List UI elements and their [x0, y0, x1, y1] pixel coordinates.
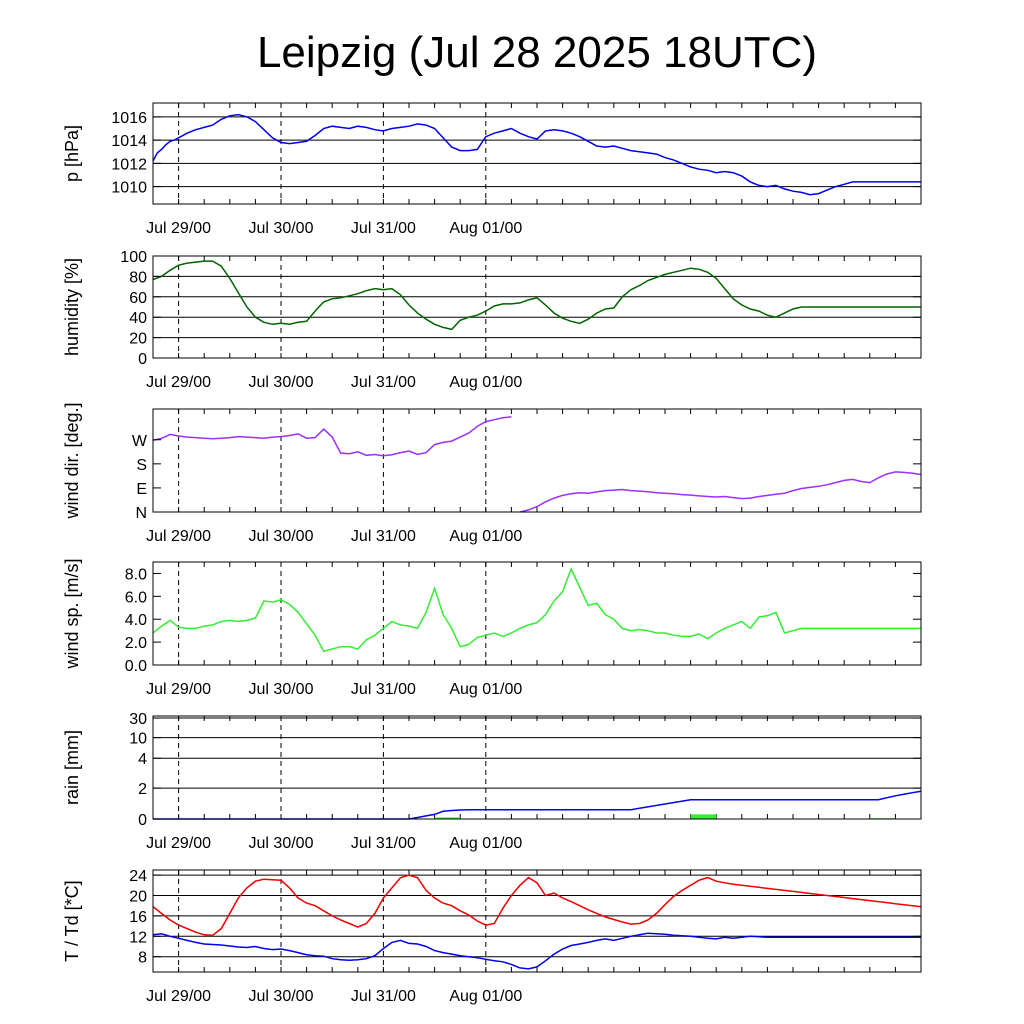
series-line-0: [152, 113, 921, 196]
y-tick-label: N: [135, 505, 147, 522]
panel-5: 8 12 16 20 24 T / Td [*C] Jul 29/00 Jul 30/00 Ju…: [62, 868, 922, 1005]
y-tick-label: 30: [129, 711, 147, 728]
x-tick-label: Jul 29/00: [146, 835, 211, 852]
y-axis-label: rain [mm]: [62, 730, 82, 805]
y-tick-label: 8: [138, 950, 147, 967]
y-axis-label: wind dir. [deg.]: [62, 402, 82, 519]
series-line-0: [152, 416, 512, 457]
y-tick-label: E: [136, 481, 147, 498]
y-tick-label: 60: [129, 290, 147, 307]
y-tick-label: 4: [138, 751, 147, 768]
y-tick-label: 4.0: [125, 612, 147, 629]
x-tick-label: Aug 01/00: [449, 528, 522, 545]
series-line-0: [152, 566, 921, 653]
y-tick-label: 20: [129, 331, 147, 348]
y-tick-label: 8.0: [125, 566, 147, 583]
rain-bar: [434, 817, 461, 819]
x-tick-label: Jul 31/00: [351, 374, 416, 391]
series-line-1: [152, 932, 921, 970]
x-tick-label: Jul 31/00: [351, 220, 416, 237]
series-line-0: [519, 471, 922, 513]
y-axis-label: p [hPa]: [62, 125, 82, 182]
series-line-0: [153, 790, 922, 820]
series-line-0: [152, 874, 922, 937]
x-tick-label: Jul 29/00: [146, 220, 211, 237]
x-tick-label: Jul 29/00: [146, 988, 211, 1005]
y-tick-label: 24: [129, 868, 147, 885]
panel-frame: [152, 408, 922, 513]
y-tick-label: 1010: [111, 180, 147, 197]
y-axis-label: wind sp. [m/s]: [62, 558, 82, 669]
x-tick-label: Jul 29/00: [146, 374, 211, 391]
y-tick-label: 2: [138, 781, 147, 798]
x-tick-label: Aug 01/00: [449, 374, 522, 391]
x-tick-label: Aug 01/00: [449, 681, 522, 698]
y-tick-label: 1014: [111, 133, 147, 150]
x-tick-label: Jul 30/00: [249, 988, 314, 1005]
x-tick-label: Jul 31/00: [351, 835, 416, 852]
panel-frame: [152, 869, 922, 973]
panel-frame: [152, 102, 922, 205]
x-tick-label: Jul 30/00: [249, 374, 314, 391]
y-tick-label: 16: [129, 909, 147, 926]
panel-4: 0 2 4 10 30 rain [mm] Jul 29/00 Jul 30/00 Jul 31…: [62, 711, 922, 852]
x-tick-label: Jul 31/00: [351, 988, 416, 1005]
x-tick-label: Jul 29/00: [146, 681, 211, 698]
x-tick-label: Jul 29/00: [146, 528, 211, 545]
x-tick-label: Jul 30/00: [249, 681, 314, 698]
panel-1: 0 20 40 60 80 100 humidity [%] Jul 29/00 Jul 30/…: [62, 249, 922, 391]
x-tick-label: Jul 30/00: [249, 220, 314, 237]
y-tick-label: 12: [129, 929, 147, 946]
y-tick-label: 1016: [111, 110, 147, 127]
x-tick-label: Jul 31/00: [351, 681, 416, 698]
rain-bar: [690, 814, 717, 819]
y-axis-label: T / Td [*C]: [62, 880, 82, 961]
chart-title: Leipzig (Jul 28 2025 18UTC): [257, 28, 817, 77]
x-tick-label: Jul 30/00: [249, 835, 314, 852]
panel-frame: [152, 255, 922, 359]
y-tick-label: 1012: [111, 156, 147, 173]
x-tick-label: Aug 01/00: [449, 220, 522, 237]
x-tick-label: Aug 01/00: [449, 835, 522, 852]
x-tick-label: Aug 01/00: [449, 988, 522, 1005]
panel-frame: [152, 561, 922, 666]
y-tick-label: 80: [129, 269, 147, 286]
y-tick-label: 40: [129, 310, 147, 327]
y-tick-label: 0: [138, 812, 147, 829]
x-tick-label: Jul 30/00: [249, 528, 314, 545]
y-tick-label: 0: [138, 351, 147, 368]
x-tick-label: Jul 31/00: [351, 528, 416, 545]
y-tick-label: 0.0: [125, 658, 147, 675]
y-tick-label: 2.0: [125, 635, 147, 652]
series-line-0: [152, 260, 921, 331]
y-tick-label: 100: [120, 249, 147, 266]
y-tick-label: 10: [129, 731, 147, 748]
y-tick-label: 6.0: [125, 589, 147, 606]
y-tick-label: 20: [129, 889, 147, 906]
panel-3: 0.0 2.0 4.0 6.0 8.0 wind sp. [m/s] Jul 29/00 Ju…: [62, 558, 922, 698]
y-tick-label: S: [136, 457, 147, 474]
y-tick-label: W: [132, 433, 148, 450]
panel-0: 1010 1012 1014 1016 p [hPa] Jul 29/00 Jul 30/0…: [62, 102, 922, 237]
panel-frame: [152, 715, 922, 820]
y-axis-label: humidity [%]: [62, 258, 82, 356]
